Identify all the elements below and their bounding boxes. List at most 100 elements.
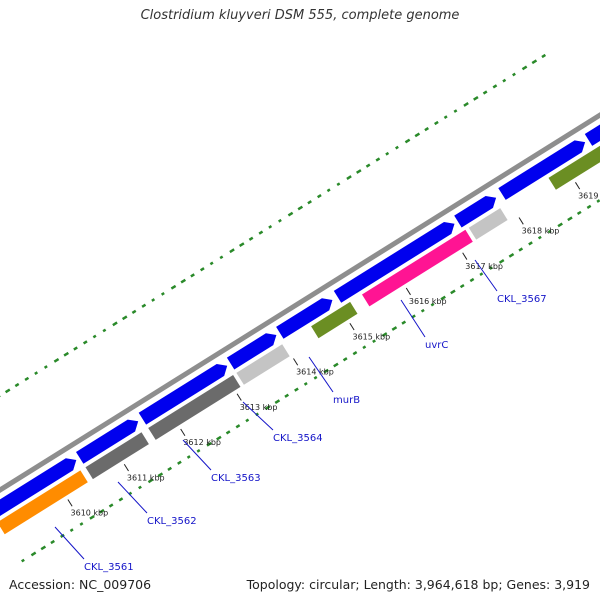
gc-dot — [479, 272, 484, 276]
gc-dot — [14, 382, 20, 388]
gc-dot — [180, 278, 187, 284]
gene-label-leader — [400, 299, 426, 338]
gc-dot — [498, 259, 505, 264]
kbp-tick-line — [349, 322, 355, 331]
gc-dot — [404, 138, 411, 144]
gc-dot — [541, 53, 547, 59]
kbp-tick-label: 3610 kbp — [71, 509, 109, 518]
gc-dot — [186, 455, 191, 459]
gc-dot — [287, 211, 294, 217]
forward-gene-arrow — [0, 458, 77, 516]
accession-label: Accession: NC_009706 — [9, 577, 152, 592]
gc-dot — [492, 84, 498, 89]
gc-dot — [567, 216, 573, 222]
kbp-tick-label: 3619 kbp — [578, 191, 600, 200]
gc-dot — [79, 522, 84, 526]
gc-dot — [518, 247, 524, 252]
gc-dot — [459, 283, 465, 289]
topology-label: Topology: circular; Length: 3,964,618 bp… — [246, 577, 590, 592]
gc-dot — [284, 393, 290, 398]
gc-dot — [43, 365, 48, 369]
gc-dot — [531, 59, 538, 65]
gc-skew-outer-dots — [0, 53, 547, 398]
gene-label-leader — [54, 526, 85, 560]
gene-label: CKL_3567 — [497, 294, 547, 305]
gc-dot — [372, 339, 376, 344]
gc-dot — [30, 551, 37, 557]
gc-dot — [596, 199, 600, 203]
gene-label-leader — [242, 401, 274, 431]
cog-bar — [362, 229, 473, 307]
gc-dot — [434, 120, 439, 126]
gc-dot — [229, 248, 235, 254]
gc-dot — [453, 109, 458, 113]
gc-dot — [307, 200, 312, 205]
kbp-tick-label: 3615 kbp — [352, 332, 390, 341]
gc-dot — [303, 381, 308, 386]
gc-dot — [141, 303, 147, 308]
gc-dot — [512, 72, 516, 77]
forward-gene-arrow — [454, 196, 497, 228]
gc-dot — [424, 126, 429, 132]
gc-dot — [508, 252, 515, 258]
gc-dot — [69, 528, 74, 532]
forward-gene-arrow — [226, 333, 277, 370]
gc-dot — [346, 175, 352, 180]
gc-dot — [381, 332, 388, 337]
gc-dot — [443, 115, 448, 120]
backbone-line — [0, 112, 600, 493]
gc-dot — [401, 320, 407, 325]
gc-dot — [473, 95, 479, 101]
gc-dot — [365, 163, 371, 168]
gene-label-leader — [182, 439, 212, 471]
cog-track — [0, 145, 600, 535]
gene-label: uvrC — [425, 340, 448, 351]
gc-dot — [21, 558, 25, 563]
gc-dot — [102, 328, 107, 333]
gc-dot — [489, 266, 494, 270]
gc-dot — [196, 449, 201, 453]
kbp-tick-line — [462, 252, 468, 260]
cog-bar — [548, 145, 600, 190]
gc-dot — [190, 273, 195, 278]
gc-dot — [209, 261, 214, 266]
gc-dot — [199, 267, 205, 272]
gc-dot — [121, 315, 128, 321]
gc-dot — [147, 478, 154, 484]
gc-dot — [356, 169, 362, 174]
kbp-tick-line — [293, 358, 299, 366]
forward-gene-arrow — [333, 222, 455, 303]
cog-bar — [0, 470, 88, 535]
kbp-tick-label: 3612 kbp — [183, 438, 221, 447]
gc-dot — [248, 236, 254, 241]
gc-dot — [82, 340, 88, 345]
gc-dot — [216, 435, 222, 441]
gc-dot — [482, 90, 488, 95]
gc-dot — [362, 345, 367, 350]
kbp-tick-label: 3618 kbp — [522, 227, 560, 236]
gene-label: murB — [333, 395, 360, 406]
gc-dot — [268, 224, 273, 229]
gc-dot — [160, 292, 165, 296]
gc-dot — [313, 375, 318, 380]
gene-label: CKL_3563 — [211, 473, 261, 484]
gc-dot — [430, 302, 435, 307]
gene-label: CKL_3561 — [84, 562, 134, 573]
kbp-tick-line — [67, 499, 73, 507]
gc-dot — [89, 514, 95, 520]
backbone — [0, 112, 600, 493]
cog-bar — [148, 375, 241, 440]
gc-dot — [157, 472, 164, 478]
gc-dot — [323, 368, 329, 374]
kbp-tick-label: 3617 kbp — [465, 262, 503, 271]
gc-dot — [4, 388, 11, 394]
kbp-tick-line — [575, 182, 581, 190]
gc-dot — [557, 222, 563, 228]
gc-dot — [219, 255, 224, 260]
gc-dot — [333, 362, 339, 368]
forward-gene-arrow — [584, 124, 600, 146]
forward-strand-track — [0, 124, 600, 516]
gc-dot — [112, 321, 118, 327]
forward-gene-arrow — [76, 419, 139, 464]
